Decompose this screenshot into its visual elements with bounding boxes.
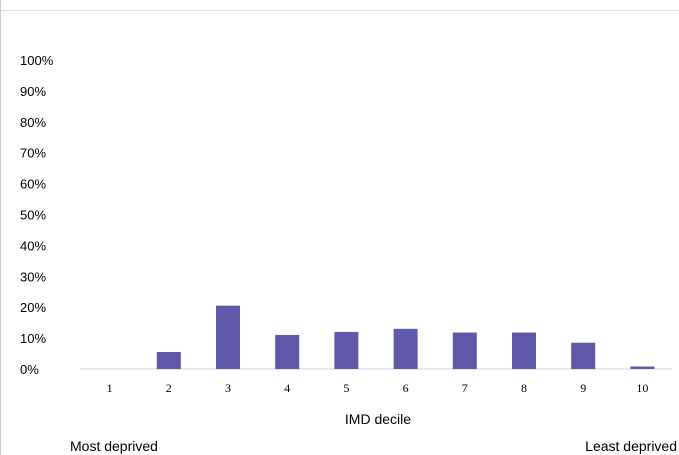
x-tick-label: 3 bbox=[225, 381, 231, 395]
x-tick-label: 10 bbox=[636, 381, 648, 395]
y-tick-label: 60% bbox=[20, 177, 46, 192]
bar-decile-9 bbox=[571, 342, 596, 369]
x-tick-label: 2 bbox=[166, 381, 172, 395]
y-tick-label: 0% bbox=[20, 362, 39, 377]
x-tick-label: 7 bbox=[462, 381, 468, 395]
bar-decile-5 bbox=[334, 331, 359, 369]
x-tick-label: 6 bbox=[403, 381, 409, 395]
bar-decile-7 bbox=[452, 332, 477, 369]
bar-decile-6 bbox=[393, 328, 418, 369]
x-axis-label: IMD decile bbox=[345, 411, 411, 427]
x-tick-label: 5 bbox=[343, 381, 349, 395]
x-tick-label: 1 bbox=[107, 381, 113, 395]
bar-decile-3 bbox=[216, 305, 240, 369]
y-tick-label: 30% bbox=[20, 269, 46, 284]
most-deprived-label: Most deprived bbox=[70, 438, 158, 454]
x-tick-label: 4 bbox=[284, 381, 290, 395]
x-tick-label: 9 bbox=[580, 381, 586, 395]
left-border bbox=[0, 0, 1, 455]
y-tick-label: 90% bbox=[20, 84, 46, 99]
bars bbox=[156, 305, 655, 369]
least-deprived-label: Least deprived bbox=[585, 438, 677, 454]
y-tick-label: 10% bbox=[20, 331, 46, 346]
y-tick-label: 40% bbox=[20, 238, 46, 253]
top-border bbox=[1, 10, 679, 11]
y-tick-label: 80% bbox=[20, 115, 46, 130]
x-tick-label: 8 bbox=[521, 381, 527, 395]
y-tick-label: 50% bbox=[20, 208, 46, 223]
bar-decile-4 bbox=[275, 335, 300, 369]
x-axis-ticks: 1 2 3 4 5 6 7 8 9 10 bbox=[107, 381, 649, 395]
bar-decile-10 bbox=[630, 366, 655, 369]
y-tick-label: 100% bbox=[20, 53, 54, 68]
y-tick-label: 20% bbox=[20, 300, 46, 315]
y-axis-ticks: 0% 10% 20% 30% 40% 50% 60% 70% 80% 90% 100% bbox=[20, 53, 54, 377]
y-tick-label: 70% bbox=[20, 146, 46, 161]
bar-decile-8 bbox=[512, 332, 536, 369]
bar-decile-2 bbox=[156, 352, 181, 369]
